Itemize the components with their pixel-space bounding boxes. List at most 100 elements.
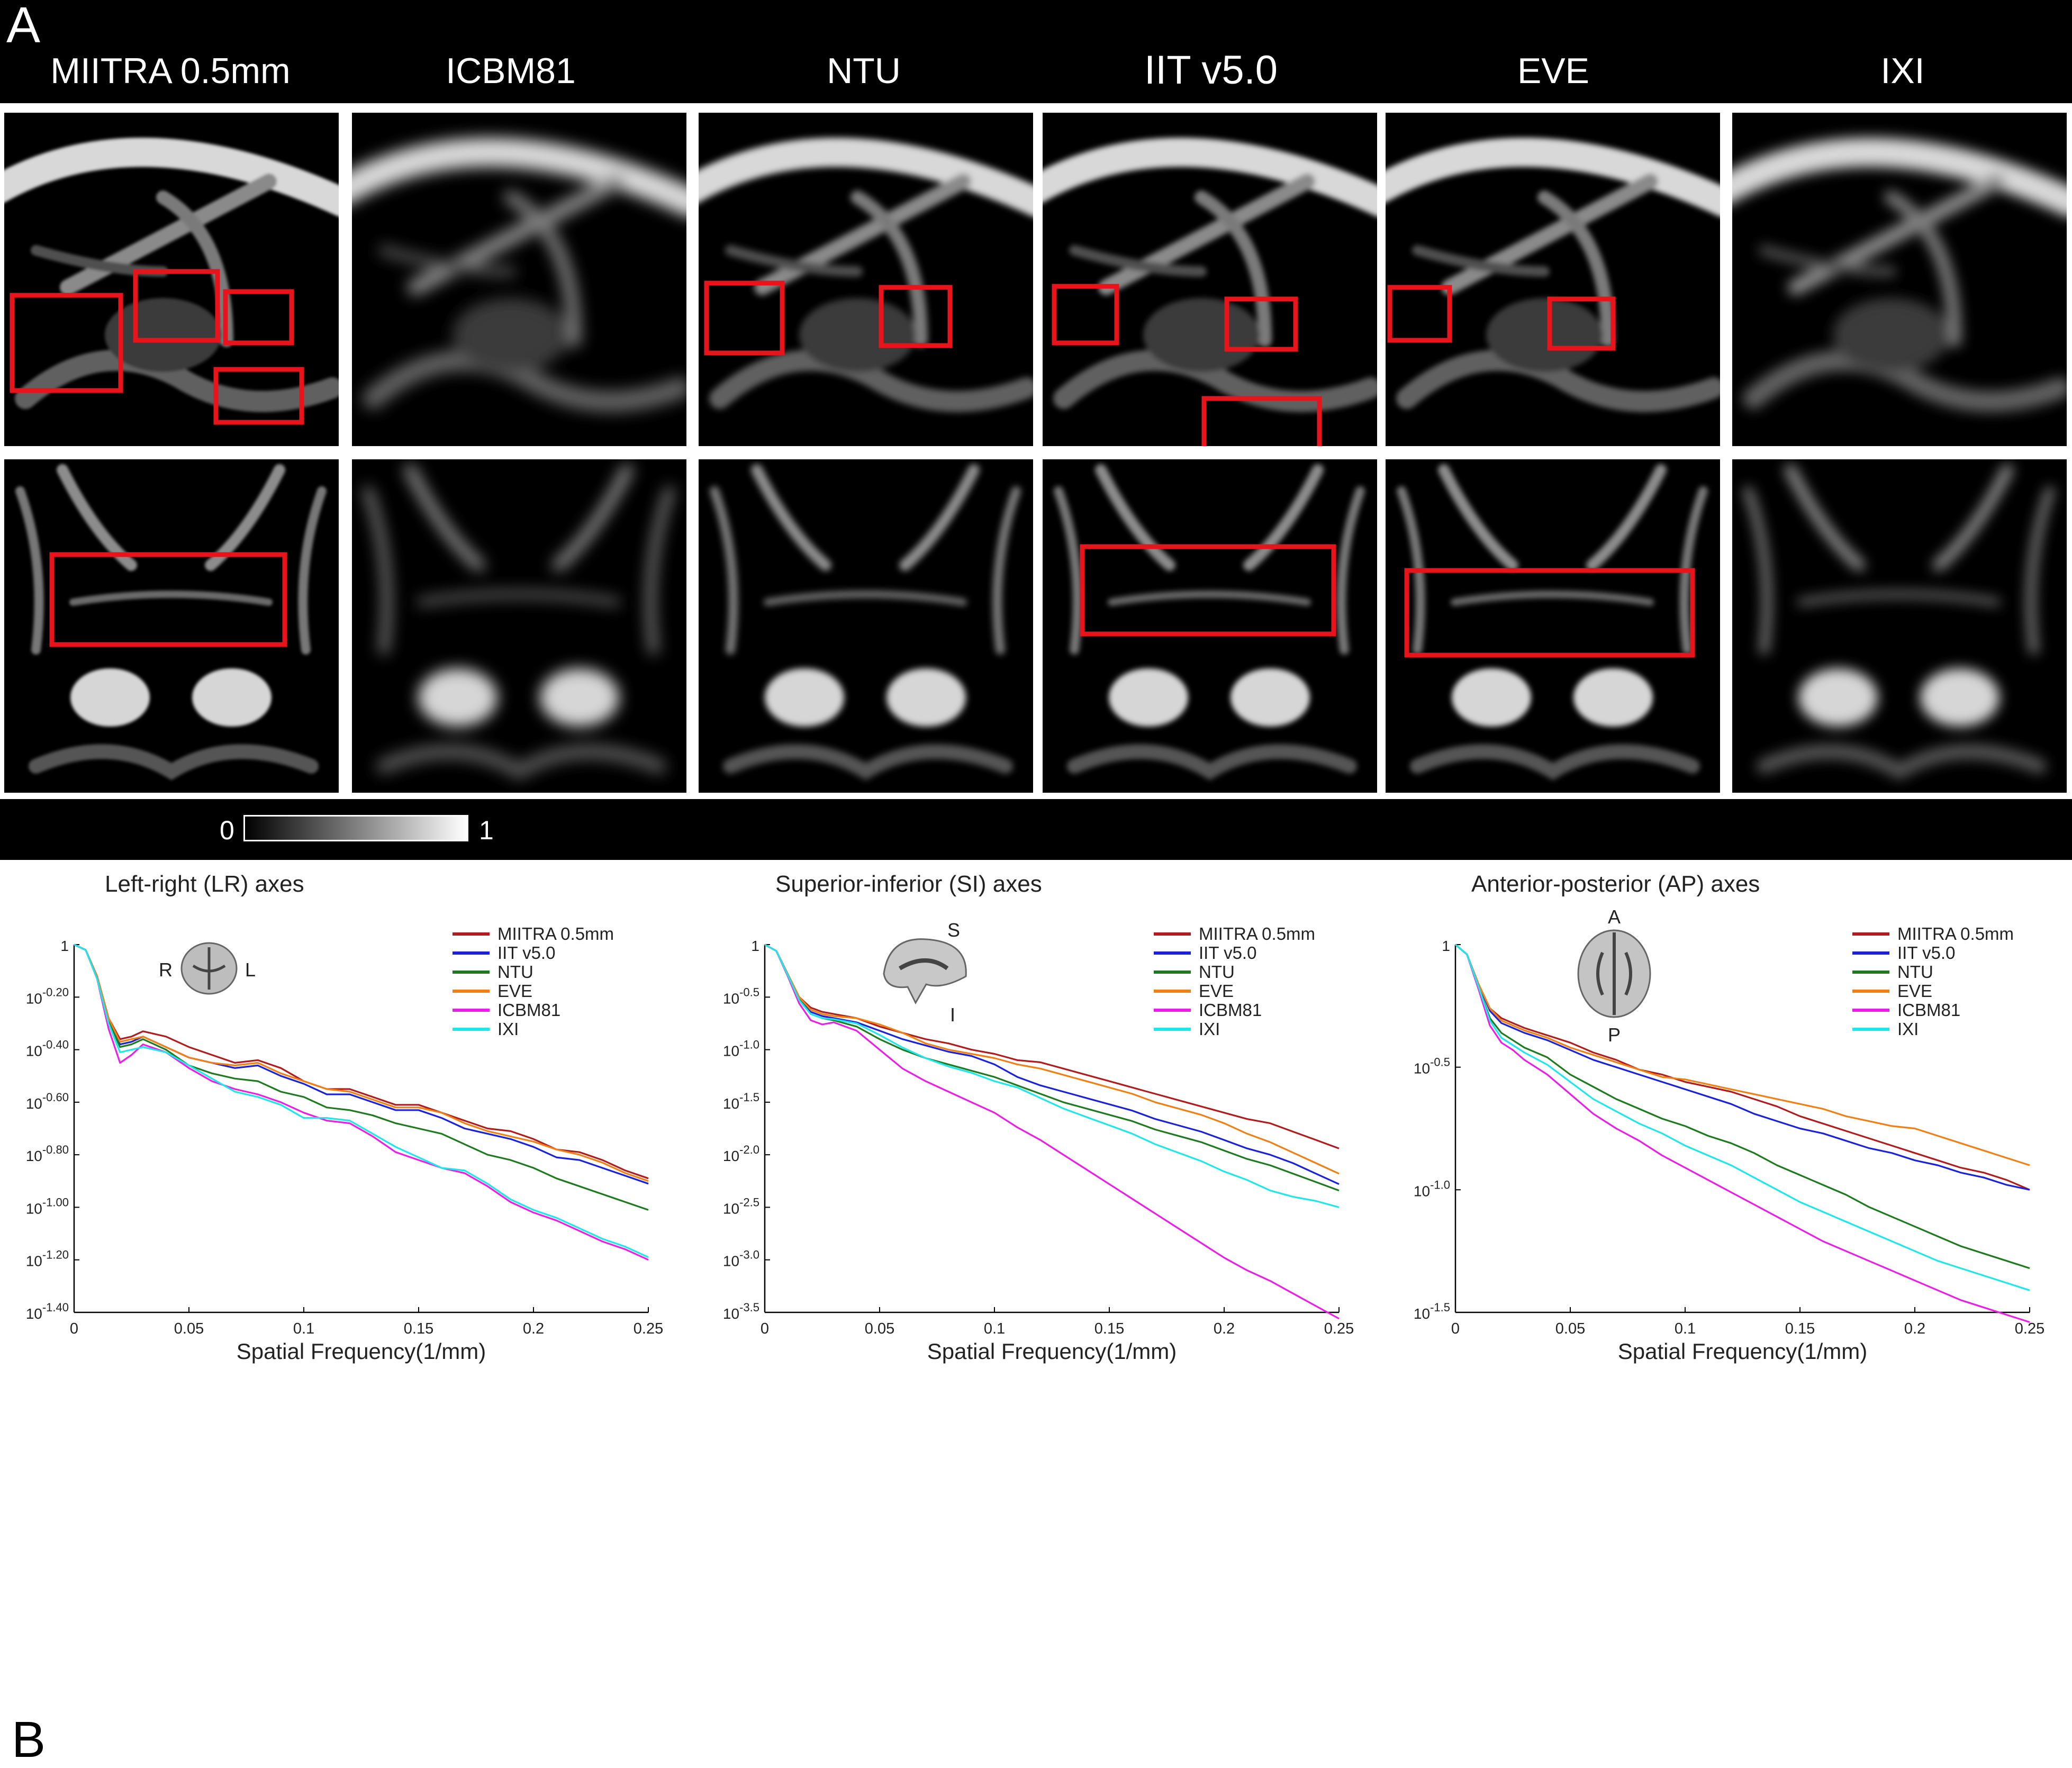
y-tick-label: 10-2.5 (723, 1195, 759, 1217)
y-tick-label: 10-0.60 (26, 1091, 69, 1112)
highlight-box (133, 269, 220, 343)
y-tick-label: 1 (1442, 938, 1450, 954)
y-tick-label: 10-1.40 (26, 1301, 69, 1322)
sagittal-slice-ntu (699, 113, 1033, 446)
x-tick-label: 0.05 (174, 1320, 204, 1337)
y-tick-label: 10-1.20 (26, 1248, 69, 1270)
x-tick-label: 0 (1451, 1320, 1460, 1337)
panel-b: B Left-right (LR) axes R L 0 0.05 0.1 0.15 0.2 0… (0, 860, 2072, 1765)
column-title-miitra: MIITRA 0.5mm (50, 51, 291, 91)
x-axis-label: Spatial Frequency(1/mm) (237, 1339, 486, 1364)
orientation-label: R (159, 959, 173, 981)
column-title-icbm81: ICBM81 (446, 51, 576, 91)
series-line (74, 944, 649, 1261)
series-line (764, 944, 1340, 1185)
series-line (764, 944, 1340, 1149)
legend-label: IIT v5.0 (1897, 943, 1955, 963)
orientation-label: P (1608, 1024, 1621, 1046)
y-tick-label: 10-1.5 (723, 1091, 759, 1112)
colorbar-min-label: 0 (220, 815, 234, 845)
legend-label: NTU (1199, 962, 1235, 982)
panel-a-letter: A (6, 0, 41, 53)
axial-slice-ntu (699, 459, 1033, 793)
column-title-eve: EVE (1517, 51, 1590, 91)
column-title-iit: IIT v5.0 (1144, 48, 1278, 93)
legend-label: NTU (1897, 962, 1933, 982)
legend-label: ICBM81 (497, 1000, 560, 1020)
y-tick-label: 10-3.5 (723, 1301, 759, 1322)
x-tick-label: 0.2 (1214, 1320, 1235, 1337)
highlight-box (10, 293, 123, 393)
legend-label: IXI (1199, 1019, 1220, 1039)
y-tick-label: 10-1.5 (1414, 1301, 1450, 1322)
axial-slice-eve (1386, 459, 1720, 793)
x-tick-label: 0.25 (2015, 1320, 2044, 1337)
highlight-box (1080, 544, 1336, 637)
colorbar-gradient (243, 815, 468, 841)
chart-title: Superior-inferior (SI) axes (775, 871, 1042, 897)
series-line (1454, 944, 2030, 1270)
x-tick-label: 0.25 (1324, 1320, 1354, 1337)
series-line (1454, 944, 2030, 1291)
y-tick-label: 10-1.0 (1414, 1178, 1450, 1199)
x-tick-label: 0.15 (404, 1320, 433, 1337)
series-line (764, 944, 1340, 1208)
highlight-box (49, 552, 287, 647)
axial-slice-icbm81 (352, 459, 686, 793)
highlight-box (1404, 568, 1695, 658)
legend-label: MIITRA 0.5mm (1897, 924, 2014, 944)
y-tick-label: 10-1.00 (26, 1195, 69, 1217)
legend-label: ICBM81 (1897, 1000, 1960, 1020)
y-tick-label: 10-0.5 (723, 985, 759, 1007)
lr-axes-chart: Left-right (LR) axes R L 0 0.05 0.1 0.15 0.2 0.2… (26, 871, 664, 1364)
image-grid (0, 103, 2072, 799)
x-tick-label: 0.2 (523, 1320, 544, 1337)
sagittal-slice-ixi (1732, 113, 2067, 446)
x-tick-label: 0 (70, 1320, 78, 1337)
series-line (764, 944, 1340, 1192)
x-tick-label: 0.1 (1675, 1320, 1696, 1337)
si-axes-chart: Superior-inferior (SI) axes S I 0 0.05 0.1 0.1… (723, 871, 1354, 1364)
highlight-box (704, 280, 785, 356)
x-tick-label: 0.05 (1555, 1320, 1585, 1337)
legend-label: EVE (1199, 981, 1234, 1001)
series-line (764, 944, 1340, 1320)
highlight-box (1387, 285, 1452, 343)
orientation-label: S (947, 919, 960, 941)
chart-title: Left-right (LR) axes (105, 871, 304, 897)
legend-label: MIITRA 0.5mm (497, 924, 614, 944)
series-line (74, 944, 649, 1185)
x-tick-label: 0 (761, 1320, 769, 1337)
series-line (1454, 944, 2030, 1191)
x-tick-label: 0.1 (984, 1320, 1005, 1337)
x-tick-label: 0.25 (634, 1320, 663, 1337)
column-title-ntu: NTU (827, 51, 901, 91)
x-tick-label: 0.1 (293, 1320, 314, 1337)
y-tick-label: 10-0.40 (26, 1038, 69, 1059)
y-tick-label: 10-0.20 (26, 985, 69, 1007)
series-line (74, 944, 649, 1258)
x-tick-label: 0.15 (1094, 1320, 1124, 1337)
x-tick-label: 0.2 (1904, 1320, 1925, 1337)
colorbar: 0 1 (212, 810, 508, 847)
legend-label: MIITRA 0.5mm (1199, 924, 1315, 944)
y-tick-label: 1 (60, 938, 69, 954)
ap-axes-chart: Anterior-posterior (AP) axes A P 0 0.05 0.1 0.… (1414, 871, 2044, 1364)
sagittal-slice-miitra (4, 113, 339, 446)
panel-b-letter: B (12, 1711, 46, 1768)
axial-slice-ixi (1732, 459, 2067, 793)
legend-label: IXI (1897, 1019, 1919, 1039)
legend-label: IXI (497, 1019, 519, 1039)
column-title-ixi: IXI (1880, 51, 1925, 91)
highlight-box (1224, 296, 1298, 352)
x-axis-label: Spatial Frequency(1/mm) (1618, 1339, 1868, 1364)
chart-title: Anterior-posterior (AP) axes (1471, 871, 1760, 897)
sagittal-slice-eve (1386, 113, 1720, 446)
colorbar-max-label: 1 (479, 815, 494, 845)
y-tick-label: 10-0.80 (26, 1143, 69, 1164)
axial-slice-iit (1043, 459, 1377, 793)
y-tick-label: 10-2.0 (723, 1143, 759, 1164)
panel-a: A MIITRA 0.5mm ICBM81 NTU IIT v5.0 EVE I… (0, 0, 2072, 860)
legend-label: ICBM81 (1199, 1000, 1262, 1020)
highlight-box (1547, 296, 1616, 351)
